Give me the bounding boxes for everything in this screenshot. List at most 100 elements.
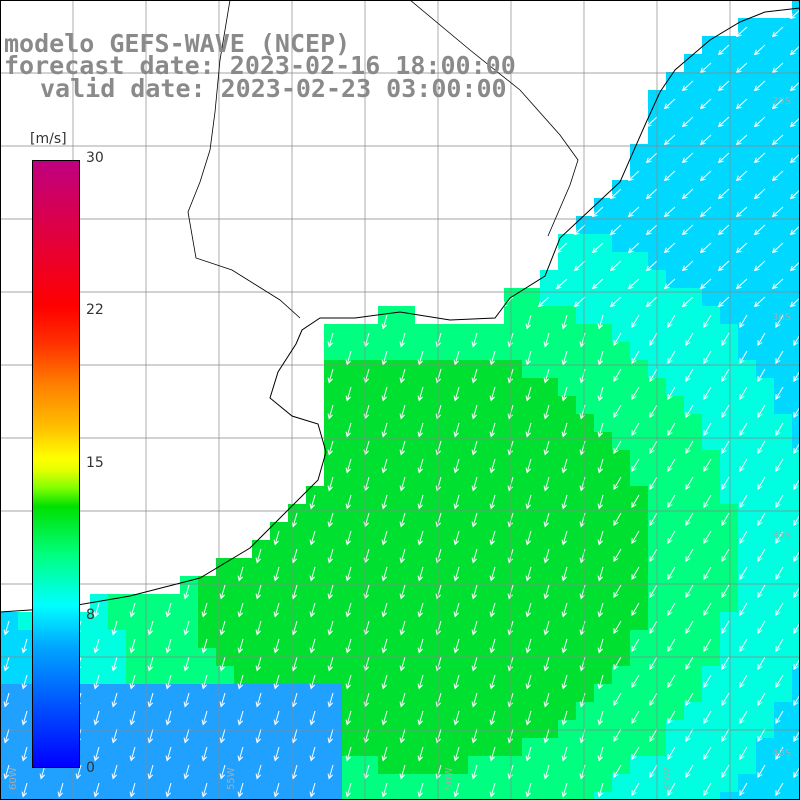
wind-arrow — [310, 746, 316, 761]
wind-cell — [792, 738, 800, 757]
wind-arrow — [112, 764, 118, 779]
wind-arrow-head — [273, 719, 280, 726]
wind-arrow-head — [739, 718, 745, 724]
wind-arrow-head — [609, 301, 616, 308]
wind-arrow-head — [739, 322, 745, 328]
wind-arrow-head — [507, 449, 514, 456]
wind-cell — [522, 792, 541, 800]
wind-arrow-head — [613, 700, 619, 706]
wind-cell — [540, 792, 559, 800]
wind-cell — [630, 216, 649, 235]
wind-arrow-head — [721, 556, 727, 562]
wind-cell — [522, 432, 541, 451]
wind-arrow — [718, 224, 730, 235]
wind-arrow — [256, 620, 262, 635]
wind-cell — [720, 144, 739, 163]
wind-cell — [756, 630, 775, 649]
wind-arrow — [598, 638, 604, 653]
wind-arrow-head — [399, 413, 406, 420]
wind-arrow-head — [699, 247, 706, 254]
wind-arrow — [613, 512, 622, 526]
wind-cell — [720, 450, 739, 469]
wind-cell — [738, 36, 757, 55]
wind-cell — [702, 270, 721, 289]
wind-arrow-head — [399, 701, 406, 708]
wind-cell — [108, 720, 127, 739]
wind-arrow — [703, 602, 712, 616]
wind-arrow-head — [613, 340, 619, 346]
wind-cell — [612, 522, 631, 541]
wind-cell — [792, 702, 800, 721]
wind-cell — [180, 594, 199, 613]
wind-cell — [594, 396, 613, 415]
wind-cell — [414, 594, 433, 613]
wind-cell — [252, 612, 271, 631]
wind-arrow-head — [685, 520, 691, 526]
wind-arrow-head — [649, 520, 655, 526]
wind-cell — [342, 450, 361, 469]
wind-cell — [576, 414, 595, 433]
wind-cell — [162, 648, 181, 667]
wind-cell — [666, 126, 685, 145]
wind-cell — [756, 270, 775, 289]
wind-cell — [360, 468, 379, 487]
wind-cell — [774, 234, 793, 253]
wind-arrow-head — [435, 413, 442, 420]
wind-cell — [360, 432, 379, 451]
wind-cell — [756, 36, 775, 55]
wind-arrow-head — [291, 665, 298, 672]
wind-arrow — [418, 530, 424, 545]
wind-arrow-head — [147, 737, 154, 744]
wind-arrow — [418, 386, 424, 401]
wind-arrow — [328, 512, 334, 527]
wind-arrow — [610, 296, 622, 307]
wind-arrow-head — [597, 683, 604, 690]
wind-cell — [576, 486, 595, 505]
wind-arrow-head — [613, 520, 619, 526]
wind-arrow — [721, 764, 730, 778]
wind-arrow-head — [735, 103, 742, 110]
wind-arrow — [94, 602, 100, 617]
wind-cell — [684, 162, 703, 181]
wind-cell — [90, 738, 109, 757]
wind-arrow — [22, 674, 28, 689]
wind-arrow — [328, 440, 334, 455]
wind-arrow — [94, 638, 100, 653]
wind-arrow-head — [573, 229, 580, 236]
wind-arrow-head — [597, 755, 604, 762]
wind-cell — [360, 360, 379, 379]
wind-cell — [504, 486, 523, 505]
wind-arrow-head — [613, 448, 619, 454]
wind-arrow-head — [703, 790, 709, 796]
wind-cell — [684, 252, 703, 271]
wind-cell — [774, 306, 793, 325]
wind-cell — [738, 108, 757, 127]
wind-cell — [684, 360, 703, 379]
wind-cell — [612, 270, 631, 289]
wind-arrow-head — [489, 791, 496, 798]
wind-arrow — [703, 746, 712, 760]
wind-arrow — [94, 782, 100, 797]
wind-arrow — [628, 242, 640, 253]
wind-arrow — [703, 350, 712, 364]
wind-arrow-head — [649, 412, 655, 418]
wind-cell — [378, 702, 397, 721]
wind-cell — [252, 648, 271, 667]
wind-arrow — [772, 26, 784, 37]
wind-arrow — [664, 134, 676, 145]
wind-cell — [738, 576, 757, 595]
wind-cell — [378, 324, 397, 343]
wind-cell — [594, 468, 613, 487]
wind-arrow — [757, 332, 766, 346]
wind-arrow — [667, 386, 676, 400]
wind-arrow-head — [645, 193, 652, 200]
wind-arrow-head — [3, 665, 10, 672]
wind-arrow — [166, 710, 172, 725]
wind-cell — [738, 720, 757, 739]
wind-arrow — [685, 692, 694, 706]
wind-cell — [324, 720, 343, 739]
wind-cell — [792, 630, 800, 649]
wind-cell — [630, 162, 649, 181]
wind-arrow-head — [507, 773, 514, 780]
wind-arrow — [562, 530, 568, 545]
